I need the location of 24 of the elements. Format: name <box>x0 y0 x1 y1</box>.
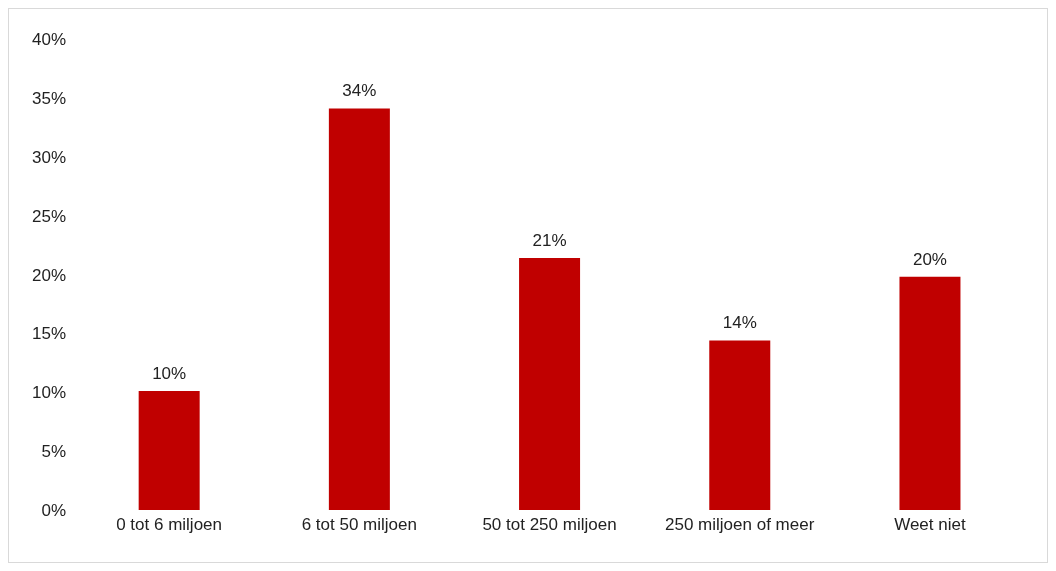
y-tick-label: 30% <box>31 147 66 167</box>
x-tick-label: 250 miljoen of meer <box>665 515 815 535</box>
data-label: 20% <box>912 249 947 269</box>
bar <box>519 258 581 510</box>
data-label: 21% <box>532 231 567 251</box>
data-label: 10% <box>152 364 187 384</box>
y-tick-label: 20% <box>31 265 66 285</box>
data-label: 14% <box>722 313 757 333</box>
bar <box>709 340 771 510</box>
y-tick-label: 40% <box>31 30 66 50</box>
y-tick-label: 10% <box>31 383 66 403</box>
y-tick-label: 35% <box>31 88 66 108</box>
bar <box>328 108 390 510</box>
bar <box>899 276 961 510</box>
y-tick-label: 5% <box>41 442 66 462</box>
data-label: 34% <box>342 81 377 101</box>
bar <box>138 391 200 510</box>
y-tick-label: 0% <box>41 501 66 521</box>
x-tick-label: Weet niet <box>894 515 966 535</box>
x-tick-label: 50 tot 250 miljoen <box>482 515 617 535</box>
y-tick-label: 15% <box>31 324 66 344</box>
x-tick-label: 6 tot 50 miljoen <box>301 515 417 535</box>
x-tick-label: 0 tot 6 miljoen <box>116 515 223 535</box>
y-tick-label: 25% <box>31 206 66 226</box>
